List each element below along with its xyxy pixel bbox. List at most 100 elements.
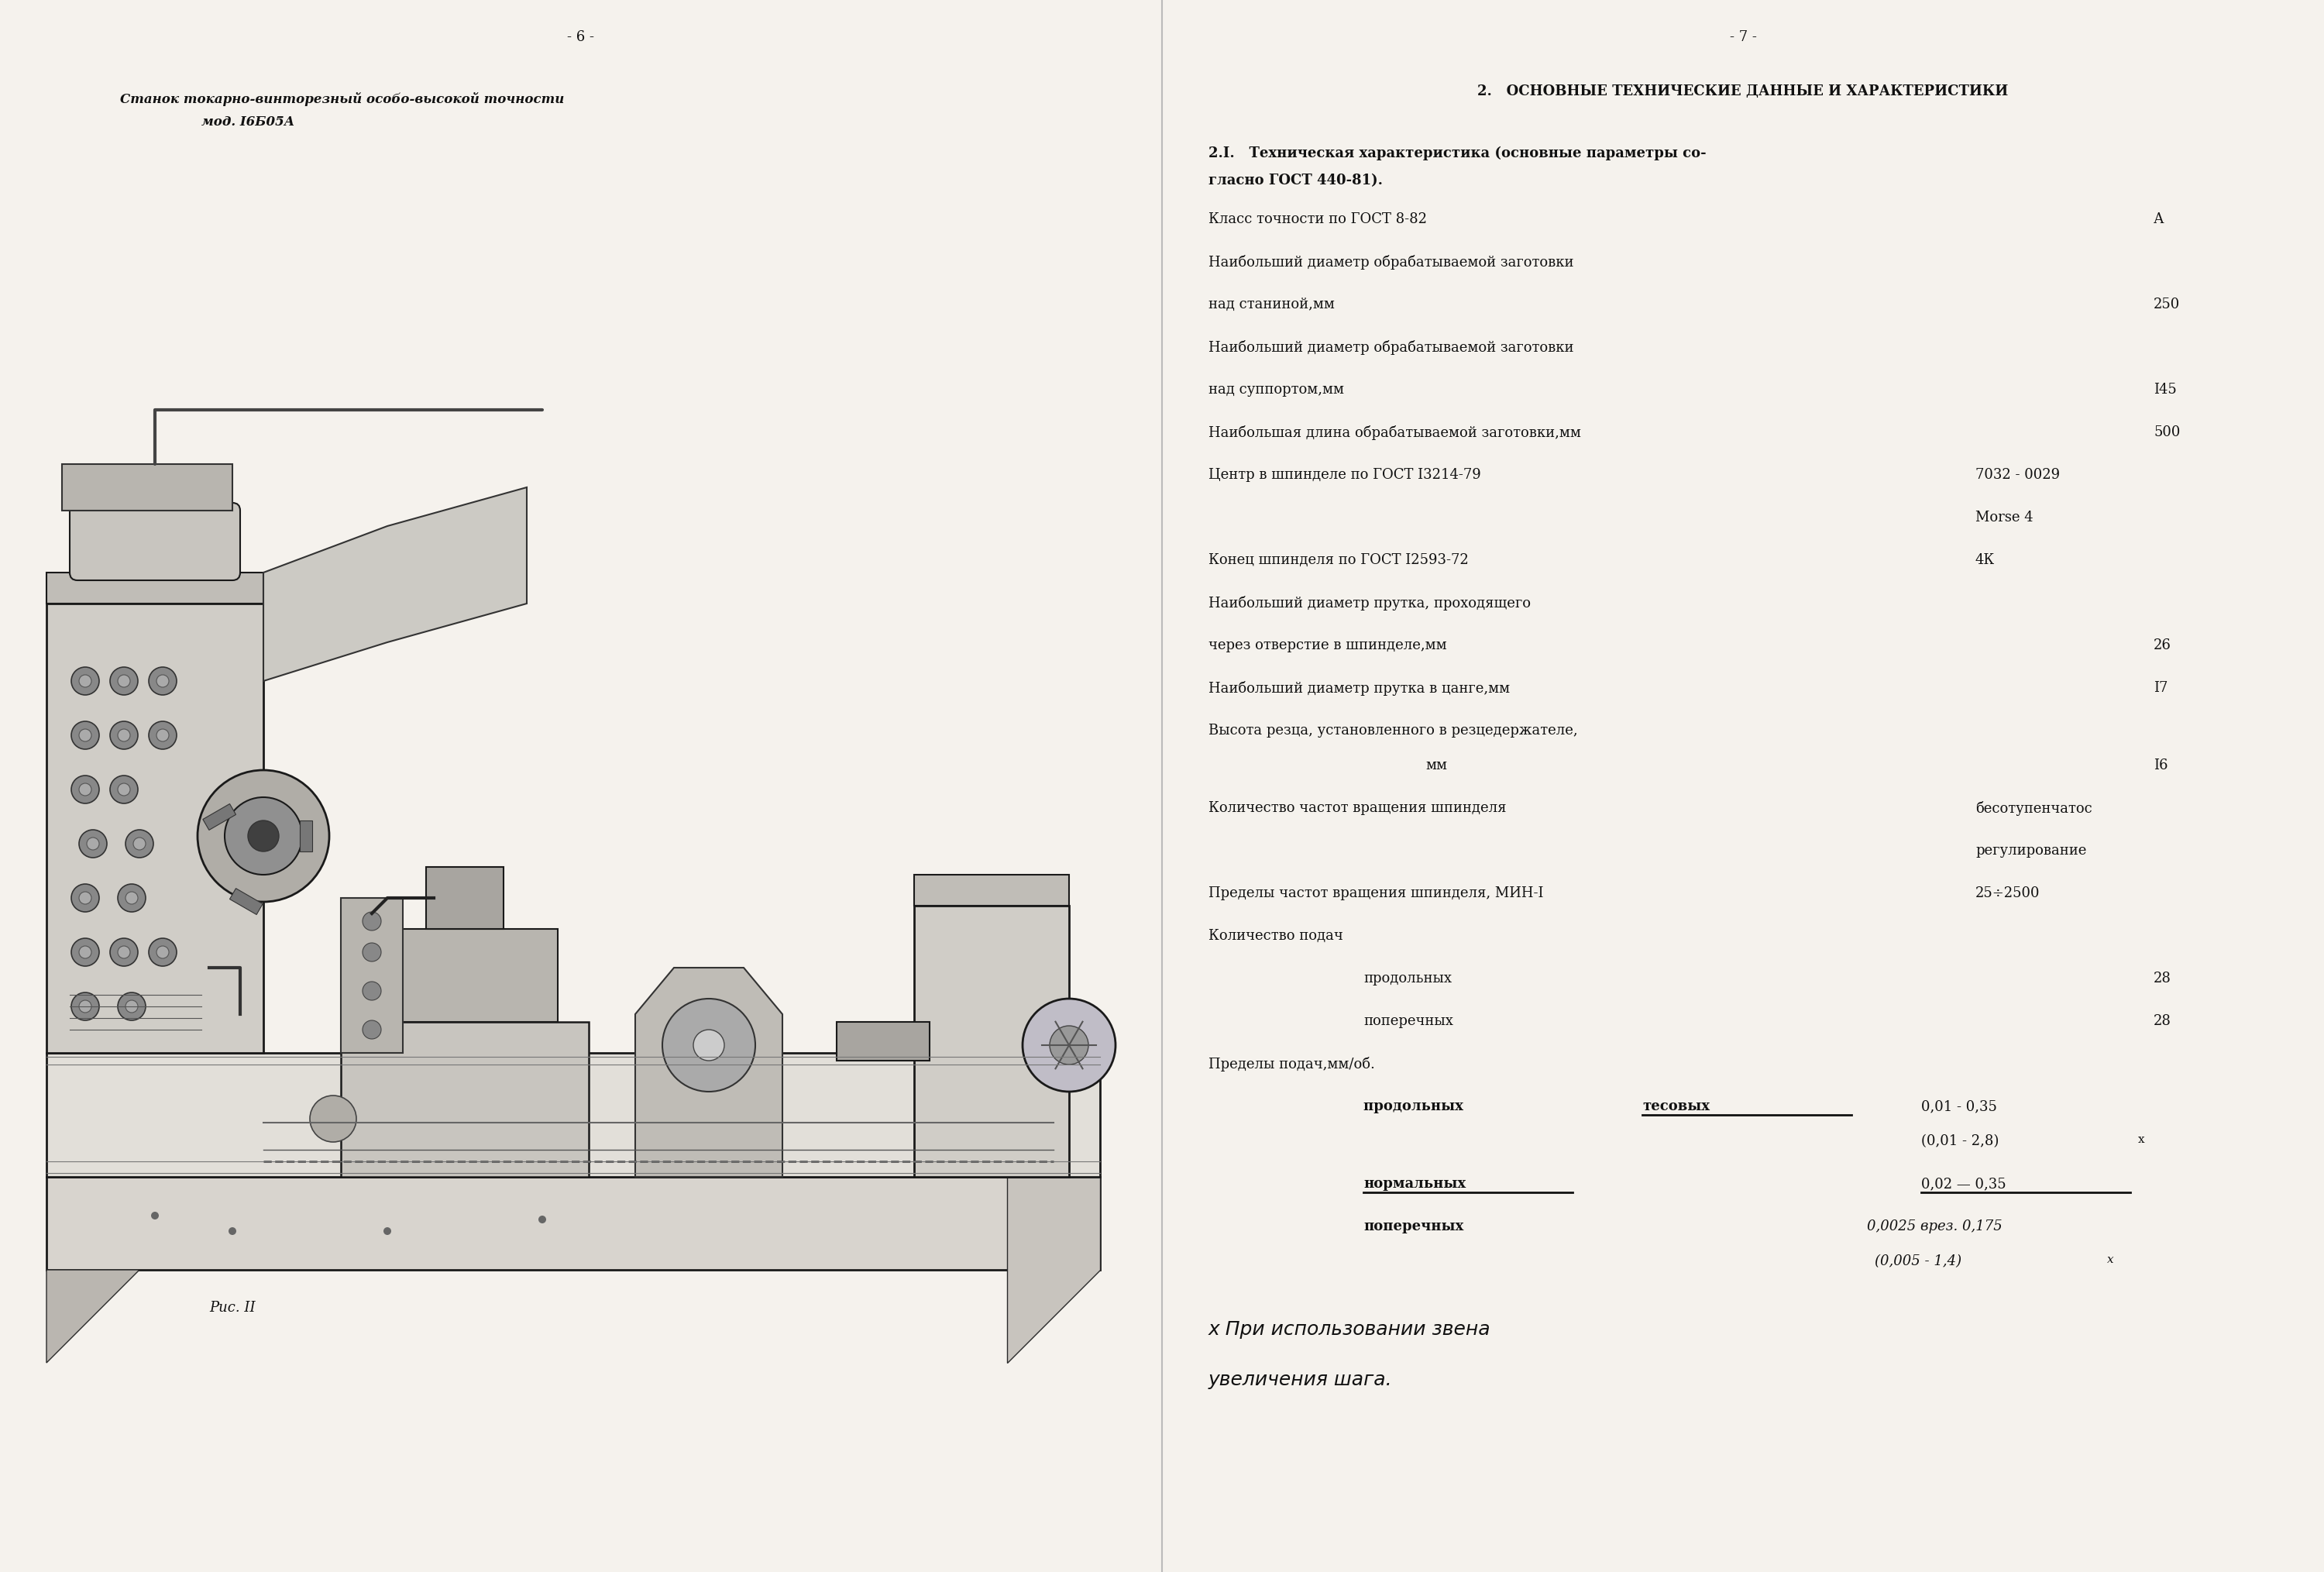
Circle shape xyxy=(363,912,381,931)
Circle shape xyxy=(72,775,100,803)
Text: Рис. II: Рис. II xyxy=(209,1302,256,1314)
Circle shape xyxy=(79,891,91,904)
Bar xyxy=(1162,0,2324,1572)
Circle shape xyxy=(119,992,146,1020)
Bar xyxy=(46,1053,1099,1177)
Text: Количество подач: Количество подач xyxy=(1208,929,1343,943)
Text: Станок токарно-винторезный особо-высокой точности: Станок токарно-винторезный особо-высокой… xyxy=(121,93,565,107)
Text: (0,01 - 2,8): (0,01 - 2,8) xyxy=(1922,1135,1999,1148)
Bar xyxy=(913,905,1069,1177)
Circle shape xyxy=(119,783,130,795)
Circle shape xyxy=(86,838,100,850)
Text: 0,0025 врез. 0,175: 0,0025 врез. 0,175 xyxy=(1866,1220,2003,1234)
Circle shape xyxy=(109,667,137,695)
Circle shape xyxy=(72,883,100,912)
Text: Высота резца, установленного в резцедержателе,: Высота резца, установленного в резцедерж… xyxy=(1208,723,1578,737)
Text: тесовых: тесовых xyxy=(1643,1099,1710,1113)
Bar xyxy=(63,464,232,511)
Text: поперечных: поперечных xyxy=(1364,1220,1464,1234)
Text: 0,01 - 0,35: 0,01 - 0,35 xyxy=(1922,1099,1996,1113)
Circle shape xyxy=(79,729,91,742)
Text: I6: I6 xyxy=(2154,759,2168,772)
Bar xyxy=(342,898,402,1053)
Bar xyxy=(300,821,311,852)
Circle shape xyxy=(119,674,130,687)
Text: нормальных: нормальных xyxy=(1364,1177,1466,1192)
FancyBboxPatch shape xyxy=(70,503,239,580)
Text: поперечных: поперечных xyxy=(1364,1014,1452,1028)
Circle shape xyxy=(72,722,100,750)
Text: Центр в шпинделе по ГОСТ I3214-79: Центр в шпинделе по ГОСТ I3214-79 xyxy=(1208,468,1480,483)
Text: А: А xyxy=(2154,212,2164,226)
Circle shape xyxy=(363,1020,381,1039)
Polygon shape xyxy=(263,487,528,681)
Text: 28: 28 xyxy=(2154,971,2171,986)
Circle shape xyxy=(1050,1027,1088,1064)
Circle shape xyxy=(79,1000,91,1012)
Text: мод. I6Б05А: мод. I6Б05А xyxy=(202,115,295,129)
Bar xyxy=(46,1177,1099,1270)
Text: бесотупенчатос: бесотупенчатос xyxy=(1975,802,2092,816)
Bar xyxy=(372,929,558,1022)
Bar xyxy=(202,803,235,830)
Text: Наибольший диаметр прутка, проходящего: Наибольший диаметр прутка, проходящего xyxy=(1208,596,1532,610)
Circle shape xyxy=(125,891,137,904)
Text: Наибольшая длина обрабатываемой заготовки,мм: Наибольшая длина обрабатываемой заготовк… xyxy=(1208,426,1580,440)
Text: х: х xyxy=(2138,1135,2145,1144)
Text: Количество частот вращения шпинделя: Количество частот вращения шпинделя xyxy=(1208,802,1506,814)
Circle shape xyxy=(125,1000,137,1012)
Text: Morse 4: Morse 4 xyxy=(1975,511,2033,525)
Text: - 7 -: - 7 - xyxy=(1729,30,1757,44)
Text: через отверстие в шпинделе,мм: через отверстие в шпинделе,мм xyxy=(1208,638,1448,652)
Circle shape xyxy=(119,946,130,959)
Circle shape xyxy=(79,783,91,795)
Text: х При использовании звена: х При использовании звена xyxy=(1208,1320,1492,1339)
Circle shape xyxy=(109,938,137,967)
Text: мм: мм xyxy=(1425,759,1448,772)
Circle shape xyxy=(228,1228,237,1236)
Text: 25÷2500: 25÷2500 xyxy=(1975,887,2040,901)
Circle shape xyxy=(156,729,170,742)
Circle shape xyxy=(151,1212,158,1220)
Circle shape xyxy=(383,1228,390,1236)
Text: (0,005 - 1,4): (0,005 - 1,4) xyxy=(1875,1254,1961,1269)
Circle shape xyxy=(363,943,381,962)
Circle shape xyxy=(156,946,170,959)
Circle shape xyxy=(72,667,100,695)
Text: увеличения шага.: увеличения шага. xyxy=(1208,1371,1392,1390)
Text: над суппортом,мм: над суппортом,мм xyxy=(1208,382,1343,396)
Text: Наибольший диаметр обрабатываемой заготовки: Наибольший диаметр обрабатываемой загото… xyxy=(1208,340,1573,355)
Circle shape xyxy=(119,729,130,742)
Bar xyxy=(913,874,1069,905)
Polygon shape xyxy=(46,1270,139,1363)
Circle shape xyxy=(363,981,381,1000)
Circle shape xyxy=(662,998,755,1091)
Circle shape xyxy=(249,821,279,852)
Text: 500: 500 xyxy=(2154,426,2180,439)
Circle shape xyxy=(132,838,146,850)
Bar xyxy=(46,604,263,1053)
Circle shape xyxy=(72,992,100,1020)
Text: - 6 -: - 6 - xyxy=(567,30,595,44)
Circle shape xyxy=(198,770,330,902)
Circle shape xyxy=(1023,998,1116,1091)
Circle shape xyxy=(79,674,91,687)
Circle shape xyxy=(149,667,177,695)
Text: 4К: 4К xyxy=(1975,553,1994,567)
Circle shape xyxy=(125,830,153,858)
Bar xyxy=(46,572,263,604)
Text: Наибольший диаметр обрабатываемой заготовки: Наибольший диаметр обрабатываемой загото… xyxy=(1208,255,1573,270)
Text: 28: 28 xyxy=(2154,1014,2171,1028)
Text: гласно ГОСТ 440-81).: гласно ГОСТ 440-81). xyxy=(1208,173,1383,187)
Text: 0,02 — 0,35: 0,02 — 0,35 xyxy=(1922,1177,2006,1192)
Text: Пределы частот вращения шпинделя, МИН-I: Пределы частот вращения шпинделя, МИН-I xyxy=(1208,887,1543,901)
Text: продольных: продольных xyxy=(1364,971,1452,986)
Text: над станиной,мм: над станиной,мм xyxy=(1208,297,1334,311)
Text: Конец шпинделя по ГОСТ I2593-72: Конец шпинделя по ГОСТ I2593-72 xyxy=(1208,553,1469,567)
Circle shape xyxy=(109,722,137,750)
Circle shape xyxy=(79,946,91,959)
Circle shape xyxy=(119,883,146,912)
Text: продольных: продольных xyxy=(1364,1099,1469,1113)
Circle shape xyxy=(539,1215,546,1223)
Text: I7: I7 xyxy=(2154,681,2168,695)
